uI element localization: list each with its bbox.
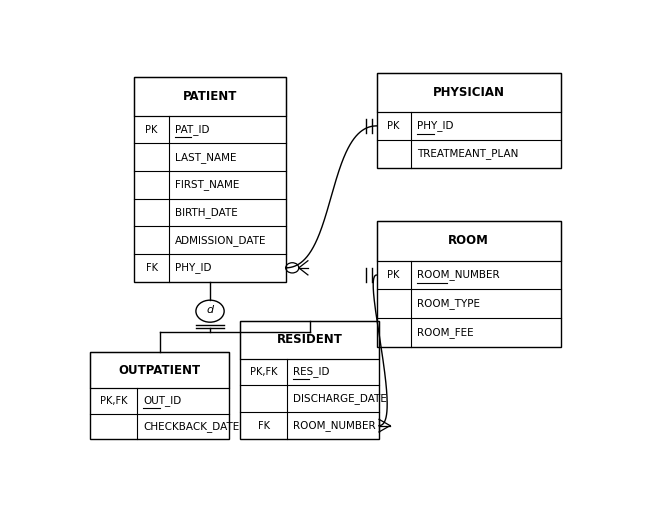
Text: PHYSICIAN: PHYSICIAN: [433, 86, 505, 99]
Bar: [376, 221, 561, 346]
Bar: [240, 321, 379, 439]
Text: ROOM: ROOM: [448, 234, 489, 247]
Text: OUT_ID: OUT_ID: [143, 396, 181, 406]
Text: PK,FK: PK,FK: [100, 396, 128, 406]
Text: TREATMEANT_PLAN: TREATMEANT_PLAN: [417, 148, 518, 159]
Text: PAT_ID: PAT_ID: [174, 124, 209, 135]
Text: DISCHARGE_DATE: DISCHARGE_DATE: [293, 393, 387, 404]
Text: PHY_ID: PHY_ID: [174, 262, 211, 273]
Text: PHY_ID: PHY_ID: [417, 121, 453, 131]
Bar: [134, 77, 286, 116]
Text: PK: PK: [387, 270, 400, 280]
Bar: [90, 353, 229, 439]
Text: d: d: [206, 305, 214, 315]
Text: PK: PK: [145, 125, 158, 134]
Text: BIRTH_DATE: BIRTH_DATE: [174, 207, 238, 218]
Text: PATIENT: PATIENT: [183, 90, 237, 103]
Text: RES_ID: RES_ID: [293, 366, 329, 378]
Text: ROOM_NUMBER: ROOM_NUMBER: [417, 270, 499, 281]
Text: ROOM_NUMBER: ROOM_NUMBER: [293, 420, 376, 431]
Text: FK: FK: [258, 421, 270, 431]
Bar: [90, 353, 229, 388]
Text: CHECKBACK_DATE: CHECKBACK_DATE: [143, 421, 239, 432]
Bar: [376, 73, 561, 168]
Text: ROOM_TYPE: ROOM_TYPE: [417, 298, 480, 309]
Bar: [240, 321, 379, 359]
Bar: [376, 73, 561, 112]
Bar: [376, 221, 561, 261]
Bar: [134, 77, 286, 282]
Text: PK,FK: PK,FK: [250, 367, 277, 377]
Text: OUTPATIENT: OUTPATIENT: [118, 364, 201, 377]
Text: ADMISSION_DATE: ADMISSION_DATE: [174, 235, 266, 246]
Text: FIRST_NAME: FIRST_NAME: [174, 179, 239, 190]
Text: FK: FK: [146, 263, 158, 273]
Text: LAST_NAME: LAST_NAME: [174, 152, 236, 162]
Text: ROOM_FEE: ROOM_FEE: [417, 327, 473, 338]
Text: RESIDENT: RESIDENT: [277, 333, 342, 346]
Text: PK: PK: [387, 121, 400, 131]
